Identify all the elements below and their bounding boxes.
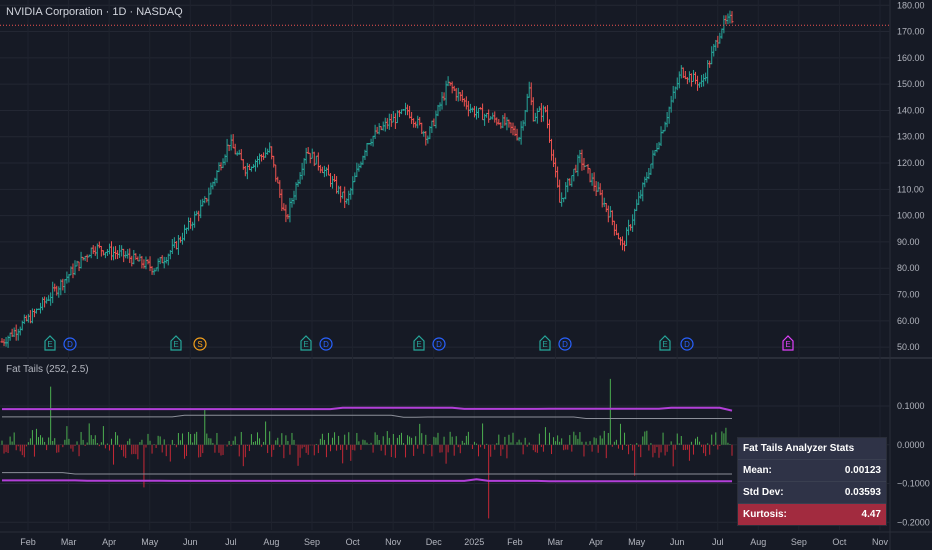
indicator-tick-label: −0.1000 <box>897 479 930 489</box>
stats-table: Fat Tails Analyzer Stats Mean: 0.00123 S… <box>737 437 887 526</box>
stats-label: Kurtosis: <box>743 509 787 520</box>
x-tick-label: Mar <box>548 537 564 547</box>
y-tick-label: 170.00 <box>897 27 925 37</box>
stats-value: 0.03593 <box>844 487 881 498</box>
y-tick-label: 50.00 <box>897 342 920 352</box>
event-marker-earnings <box>170 335 182 351</box>
stats-row-kurtosis: Kurtosis: 4.47 <box>738 504 886 525</box>
event-marker-label: E <box>303 340 308 349</box>
event-marker-earnings <box>539 335 551 351</box>
y-tick-label: 120.00 <box>897 158 925 168</box>
indicator-tick-label: −0.2000 <box>897 517 930 527</box>
event-marker-upcoming-earnings <box>782 335 794 351</box>
event-marker-earnings <box>659 335 671 351</box>
y-tick-label: 70.00 <box>897 290 920 300</box>
y-tick-label: 110.00 <box>897 184 924 194</box>
stats-value: 0.00123 <box>844 465 881 476</box>
y-tick-label: 100.00 <box>897 211 925 221</box>
x-tick-label: Nov <box>385 537 402 547</box>
event-marker-label: D <box>323 340 329 349</box>
stats-label: Mean: <box>743 465 772 476</box>
ohlc-series <box>0 10 734 348</box>
stats-label: Std Dev: <box>743 487 784 498</box>
y-tick-label: 140.00 <box>897 105 925 115</box>
stats-row-mean: Mean: 0.00123 <box>738 460 886 482</box>
event-marker-dividend <box>432 337 446 351</box>
x-tick-label: Jul <box>712 537 724 547</box>
x-tick-label: Oct <box>346 537 361 547</box>
event-marker-label: E <box>785 340 790 349</box>
stats-value: 4.47 <box>861 509 881 520</box>
event-marker-dividend <box>319 337 333 351</box>
indicator-label: Fat Tails (252, 2.5) <box>6 364 89 375</box>
event-marker-label: E <box>416 340 421 349</box>
x-tick-label: 2025 <box>464 537 484 547</box>
y-tick-label: 90.00 <box>897 237 920 247</box>
ohlc-bar <box>730 11 734 24</box>
x-tick-label: Aug <box>263 537 279 547</box>
event-marker-label: E <box>47 340 52 349</box>
event-marker-dividend <box>558 337 572 351</box>
indicator-tick-label: 0.1000 <box>897 401 925 411</box>
x-tick-label: Apr <box>102 537 116 547</box>
y-tick-label: 160.00 <box>897 53 925 63</box>
chart-title: NVIDIA Corporation · 1D · NASDAQ <box>6 6 183 18</box>
stats-row-stddev: Std Dev: 0.03593 <box>738 482 886 504</box>
event-marker-label: D <box>562 340 568 349</box>
event-marker-label: D <box>684 340 690 349</box>
y-tick-label: 80.00 <box>897 263 920 273</box>
event-marker-split <box>193 337 207 351</box>
y-tick-label: 60.00 <box>897 316 920 326</box>
x-tick-label: Aug <box>750 537 766 547</box>
x-tick-label: Apr <box>589 537 603 547</box>
indicator-tick-label: 0.0000 <box>897 440 925 450</box>
x-tick-label: Oct <box>832 537 847 547</box>
event-marker-dividend <box>63 337 77 351</box>
lower-inner-band <box>2 472 732 475</box>
upper-inner-band <box>2 414 732 419</box>
event-marker-label: D <box>67 340 73 349</box>
x-tick-label: Dec <box>426 537 443 547</box>
lower-band <box>2 478 732 483</box>
y-tick-label: 180.00 <box>897 0 925 10</box>
x-tick-label: Feb <box>507 537 523 547</box>
x-tick-label: Jul <box>225 537 237 547</box>
event-marker-earnings <box>44 335 56 351</box>
x-tick-label: Jun <box>183 537 198 547</box>
x-tick-label: Feb <box>20 537 36 547</box>
event-marker-label: E <box>542 340 547 349</box>
x-tick-label: Sep <box>791 537 807 547</box>
upper-band <box>2 406 733 412</box>
y-tick-label: 130.00 <box>897 132 925 142</box>
event-marker-label: E <box>173 340 178 349</box>
x-tick-label: Mar <box>61 537 77 547</box>
event-marker-label: E <box>662 340 667 349</box>
event-marker-earnings <box>300 335 312 351</box>
event-marker-earnings <box>413 335 425 351</box>
y-tick-label: 150.00 <box>897 79 925 89</box>
x-tick-label: Nov <box>872 537 889 547</box>
stats-title: Fat Tails Analyzer Stats <box>738 438 886 460</box>
event-marker-dividend <box>680 337 694 351</box>
x-tick-label: Sep <box>304 537 320 547</box>
event-marker-label: S <box>197 340 202 349</box>
x-tick-label: May <box>141 537 159 547</box>
event-marker-label: D <box>436 340 442 349</box>
x-tick-label: Jun <box>670 537 685 547</box>
return-histogram <box>1 378 733 519</box>
x-tick-label: May <box>628 537 646 547</box>
